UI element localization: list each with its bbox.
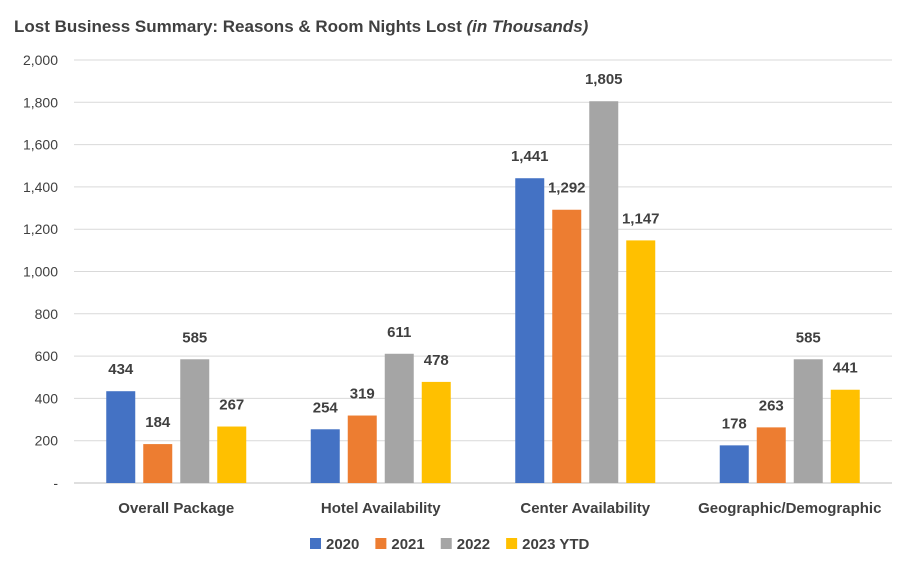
legend-swatch xyxy=(375,538,387,549)
bar xyxy=(626,240,656,483)
chart-title-units: (in Thousands) xyxy=(466,17,588,36)
data-label: 441 xyxy=(833,360,858,377)
legend-swatch xyxy=(310,538,321,549)
bar xyxy=(589,101,619,484)
data-label: 254 xyxy=(313,399,339,416)
x-category-label: Overall Package xyxy=(118,500,234,517)
x-axis: Overall Package Hotel Availability Center … xyxy=(118,500,881,517)
gridlines xyxy=(74,59,892,484)
legend-swatch xyxy=(440,538,452,549)
bar xyxy=(384,353,414,483)
bars xyxy=(106,101,860,484)
data-label: 178 xyxy=(722,415,747,432)
bar xyxy=(552,209,582,483)
data-label: 1,441 xyxy=(511,148,549,165)
y-tick-label: 1,000 xyxy=(23,264,58,280)
y-tick-label: 1,200 xyxy=(23,221,58,237)
bar xyxy=(347,415,377,483)
bar xyxy=(143,444,173,483)
bar xyxy=(106,391,136,483)
data-label: 319 xyxy=(350,386,375,403)
y-tick-label: 600 xyxy=(35,348,59,364)
data-label: 267 xyxy=(219,397,244,414)
y-tick-label: 200 xyxy=(35,433,59,449)
data-label: 1,805 xyxy=(585,71,623,88)
data-label: 585 xyxy=(796,329,821,346)
chart-title-main: Lost Business Summary: Reasons & Room Ni… xyxy=(14,17,462,36)
data-label: 1,292 xyxy=(548,180,586,197)
y-axis: - 200 400 600 800 1,000 1,200 1,400 1,600 1,800 2,… xyxy=(23,52,58,491)
data-label: 1,147 xyxy=(622,210,660,227)
x-category-label: Hotel Availability xyxy=(321,500,441,517)
y-tick-label: 800 xyxy=(35,306,59,322)
bar xyxy=(421,381,451,483)
legend-item-label: 2022 xyxy=(457,536,490,553)
data-label: 611 xyxy=(387,324,411,341)
bar xyxy=(756,427,786,483)
bar xyxy=(719,445,749,483)
y-tick-label: 1,400 xyxy=(23,179,58,195)
bar xyxy=(180,359,210,483)
chart-title: Lost Business Summary: Reasons & Room Ni… xyxy=(14,17,589,36)
y-tick-label: 1,600 xyxy=(23,137,58,153)
bar xyxy=(793,359,823,483)
bar xyxy=(515,178,545,483)
data-label: 263 xyxy=(759,397,784,414)
bar xyxy=(217,426,247,483)
bar xyxy=(310,429,340,483)
data-label: 434 xyxy=(108,361,134,378)
legend: 2020 2021 2022 2023 YTD xyxy=(310,536,590,553)
legend-item-label: 2021 xyxy=(391,536,424,553)
bar xyxy=(830,389,860,483)
x-category-label: Center Availability xyxy=(520,500,650,517)
data-labels: 434 184 585 267 254 319 611 478 1,441 1,292 1,805 1… xyxy=(108,71,858,432)
legend-item-label: 2023 YTD xyxy=(522,536,589,553)
y-tick-label: 400 xyxy=(35,390,59,406)
data-label: 184 xyxy=(145,414,171,431)
y-tick-label: 2,000 xyxy=(23,52,58,68)
data-label: 478 xyxy=(424,352,449,369)
data-label: 585 xyxy=(182,329,207,346)
y-tick-label: - xyxy=(53,475,58,491)
y-tick-label: 1,800 xyxy=(23,94,58,110)
x-category-label: Geographic/Demographic xyxy=(698,500,881,517)
legend-item-label: 2020 xyxy=(326,536,359,553)
legend-swatch xyxy=(506,538,518,549)
